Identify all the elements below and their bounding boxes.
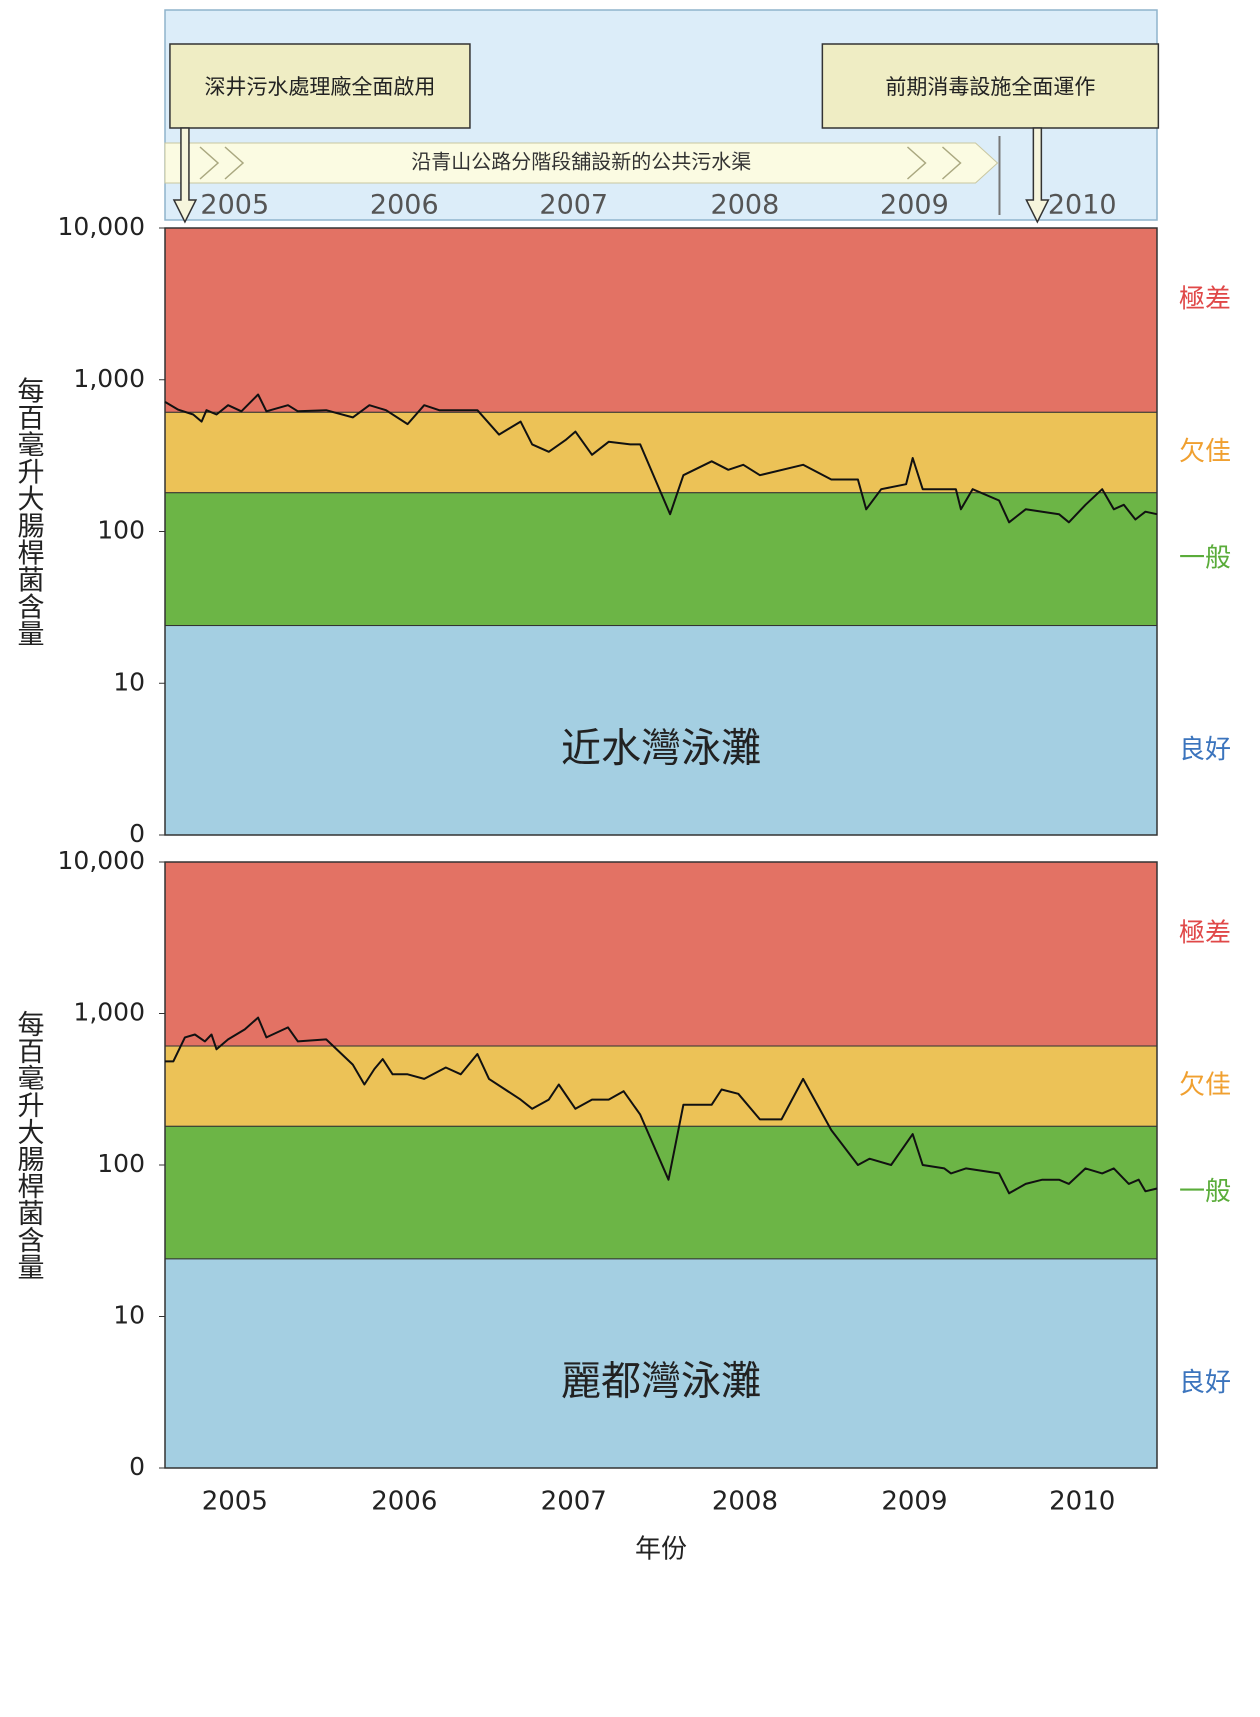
- grade-band: [164, 227, 1158, 413]
- band-label: 極差: [1179, 919, 1231, 949]
- x-tick-label: 2010: [1048, 190, 1117, 221]
- x-tick-label: 2008: [711, 190, 780, 221]
- x-tick-label: 2005: [200, 190, 269, 221]
- grade-band: [164, 1045, 1158, 1127]
- grade-band: [164, 861, 1158, 1047]
- grade-band: [164, 1258, 1158, 1469]
- event-label: 深井污水處理廠全面啟用: [204, 75, 435, 99]
- x-tick-label: 2008: [712, 1487, 778, 1517]
- x-tick-label: 2010: [1049, 1487, 1115, 1517]
- banner-chevron: [906, 146, 927, 180]
- event-label: 前期消毒設施全面運作: [885, 75, 1095, 99]
- band-label: 極差: [1179, 285, 1231, 315]
- banner-label: 沿青山公路分階段舖設新的公共污水渠: [411, 150, 751, 174]
- band-label: 良好: [1179, 735, 1231, 765]
- y-tick-label: 0: [129, 819, 145, 848]
- event-arrow: [172, 127, 198, 224]
- x-tick-label: 2005: [202, 1487, 268, 1517]
- panel-title: 近水灣泳灘: [561, 725, 761, 771]
- banner-chevron: [199, 146, 220, 180]
- y-tick-label: 100: [97, 1149, 145, 1178]
- y-tick-label: 10: [113, 667, 145, 696]
- data-line: [165, 1016, 1158, 1195]
- banner-chevron: [941, 146, 962, 180]
- y-axis-label: 每百毫升大腸桿菌含量: [13, 376, 45, 646]
- band-label: 良好: [1179, 1368, 1231, 1398]
- y-tick-label: 10: [113, 1301, 145, 1330]
- band-label: 一般: [1179, 544, 1231, 574]
- x-axis-label: 年份: [635, 1535, 687, 1565]
- y-axis-label: 每百毫升大腸桿菌含量: [13, 1010, 45, 1280]
- y-tick-label: 0: [129, 1452, 145, 1481]
- data-line: [164, 393, 1158, 524]
- banner-chevron: [224, 146, 245, 180]
- grade-band: [164, 411, 1158, 494]
- band-label: 一般: [1179, 1177, 1231, 1207]
- event-box: [821, 43, 1160, 129]
- band-label: 欠佳: [1179, 437, 1231, 467]
- grade-band: [164, 1125, 1158, 1260]
- x-tick-label: 2007: [539, 190, 608, 221]
- y-tick-label: 10,000: [58, 846, 145, 875]
- grade-band: [164, 625, 1158, 836]
- banner-arrow: [164, 142, 999, 184]
- band-label: 欠佳: [1179, 1071, 1231, 1101]
- y-tick-label: 10,000: [58, 212, 145, 241]
- x-tick-label: 2009: [881, 1487, 947, 1517]
- event-box: [169, 43, 471, 129]
- y-tick-label: 1,000: [73, 364, 145, 393]
- panel-title: 麗都灣泳灘: [561, 1358, 761, 1404]
- x-tick-label: 2006: [371, 1487, 437, 1517]
- y-tick-label: 1,000: [73, 998, 145, 1027]
- y-tick-label: 100: [97, 516, 145, 545]
- x-tick-label: 2006: [370, 190, 439, 221]
- grade-band: [164, 492, 1158, 627]
- event-arrow: [1025, 127, 1050, 224]
- x-tick-label: 2009: [880, 190, 949, 221]
- x-tick-label: 2007: [541, 1487, 607, 1517]
